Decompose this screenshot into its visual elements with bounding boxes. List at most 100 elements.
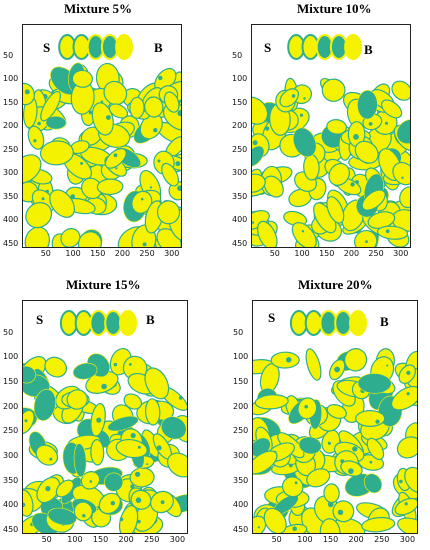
seed	[399, 186, 410, 209]
y-tick-label: 300	[3, 451, 19, 460]
reference-seed	[319, 310, 338, 336]
seed-field	[23, 62, 181, 247]
seed	[391, 80, 410, 101]
b-label: B	[146, 312, 155, 327]
seed-image	[253, 310, 417, 533]
y-tick-label: 450	[3, 525, 19, 534]
seed	[160, 416, 187, 440]
x-tick-label: 300	[164, 249, 180, 258]
x-tick-label: 200	[118, 535, 134, 544]
y-tick-label: 300	[232, 168, 248, 178]
speckle	[175, 161, 181, 167]
seed	[72, 362, 98, 380]
seed	[280, 523, 308, 533]
seed	[77, 231, 102, 247]
seed	[252, 145, 265, 167]
seed	[23, 365, 36, 384]
y-tick-label: 400	[3, 215, 19, 225]
seed	[98, 492, 121, 515]
x-tick-label: 50	[269, 249, 280, 258]
speckle	[334, 366, 340, 373]
speckle	[406, 392, 410, 396]
panel-title: Mixture 5%	[64, 1, 132, 16]
seed-image	[23, 310, 187, 533]
speckle	[137, 445, 141, 449]
seed	[366, 437, 385, 461]
seed	[163, 91, 180, 113]
b-label: B	[380, 314, 389, 329]
seed	[323, 483, 340, 504]
s-label: S	[43, 40, 51, 55]
seed	[292, 127, 317, 158]
y-tick-label: 100	[233, 352, 249, 362]
x-tick-label: 200	[343, 249, 360, 258]
speckle	[130, 432, 136, 439]
seed	[404, 466, 417, 494]
y-tick-label: 50	[3, 50, 14, 60]
seed	[396, 119, 410, 145]
seed	[357, 90, 378, 120]
speckle	[140, 197, 144, 201]
seed	[281, 476, 304, 498]
speckle	[385, 229, 390, 234]
reference-seed	[349, 310, 367, 336]
seed	[305, 348, 322, 381]
speckle	[101, 383, 107, 390]
speckle	[149, 186, 153, 189]
x-tick-label: 150	[90, 249, 106, 258]
speckle	[106, 115, 111, 120]
y-tick-label: 450	[233, 525, 249, 534]
y-tick-label: 250	[232, 144, 248, 154]
x-tick-label: 100	[65, 249, 81, 258]
seed	[108, 103, 129, 119]
seed	[144, 367, 170, 400]
seed	[392, 161, 410, 186]
speckle	[368, 122, 373, 126]
seed	[363, 473, 383, 494]
reference-seeds	[59, 310, 137, 336]
seed	[104, 472, 124, 492]
speckle	[160, 500, 165, 505]
speckle	[33, 139, 37, 143]
seed	[96, 178, 124, 196]
panel-title: Mixture 20%	[298, 277, 373, 292]
seed	[394, 497, 417, 516]
reference-seed	[289, 310, 308, 336]
seed	[326, 119, 347, 135]
speckle	[303, 97, 306, 100]
speckle	[158, 75, 163, 81]
y-tick-label: 300	[3, 168, 19, 178]
speckle	[386, 364, 389, 367]
y-tick-label: 200	[3, 401, 19, 411]
seed	[253, 450, 278, 475]
speckle	[89, 480, 93, 483]
speckle	[265, 126, 270, 131]
y-tick-label: 400	[3, 500, 19, 510]
speckle	[130, 484, 135, 489]
seed	[361, 189, 386, 211]
y-tick-label: 200	[3, 121, 19, 131]
seed	[270, 351, 300, 369]
speckle	[292, 526, 297, 531]
speckle	[350, 182, 355, 187]
seed	[354, 140, 379, 164]
speckle	[113, 362, 118, 367]
seed	[104, 148, 127, 169]
y-tick-label: 250	[233, 426, 249, 436]
image-plot	[22, 300, 188, 534]
speckle	[37, 121, 41, 126]
seed	[156, 200, 181, 225]
reference-seed	[119, 310, 137, 336]
seed-field	[252, 77, 410, 247]
speckle	[286, 357, 292, 363]
speckle	[399, 479, 403, 484]
seed	[161, 162, 179, 187]
y-tick-label: 350	[232, 191, 248, 201]
seed	[47, 507, 77, 526]
y-tick-label: 350	[3, 475, 19, 485]
speckle	[96, 417, 102, 423]
seed	[25, 202, 53, 229]
seed	[326, 404, 347, 419]
seed	[35, 444, 59, 466]
speckle	[137, 519, 141, 524]
